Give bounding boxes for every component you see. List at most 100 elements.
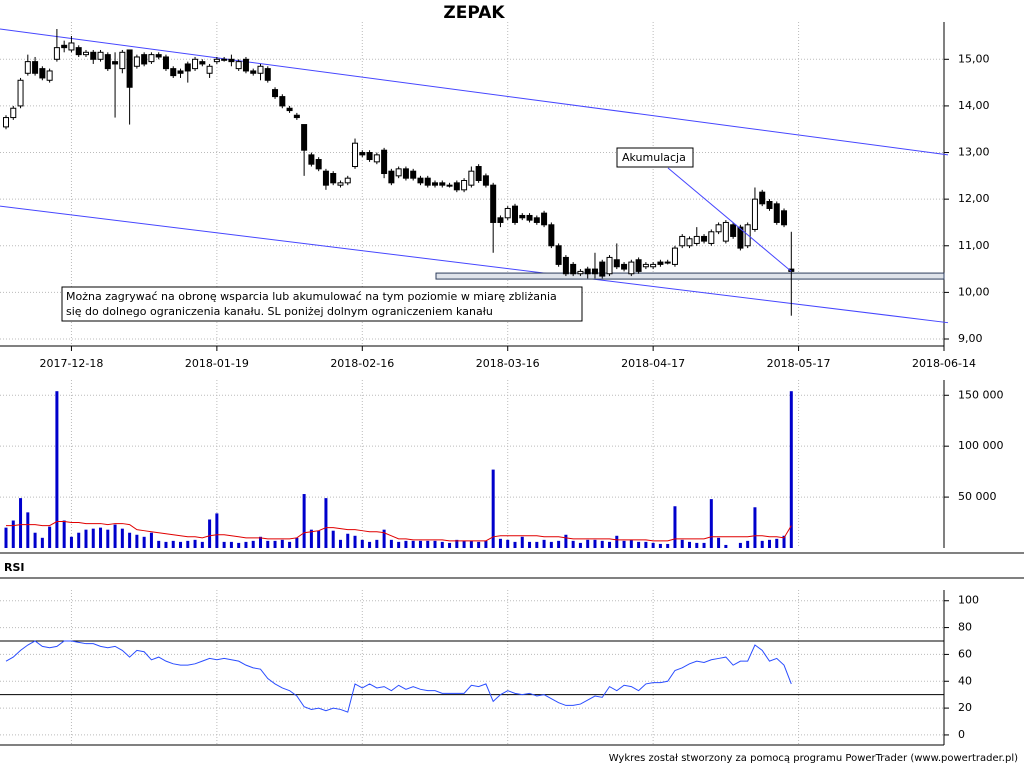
- volume-bar: [666, 543, 670, 548]
- x-tick-label: 2018-02-16: [330, 357, 394, 370]
- volume-bar: [389, 539, 393, 548]
- candle-body: [199, 61, 206, 65]
- volume-bar: [149, 532, 153, 548]
- candle-body: [206, 65, 213, 74]
- volume-bar: [382, 529, 386, 548]
- volume-bar: [142, 536, 146, 548]
- candle-body: [330, 173, 337, 184]
- candle-body: [286, 107, 293, 112]
- candle-body: [424, 177, 431, 186]
- volume-bar: [760, 540, 764, 548]
- volume-bar: [302, 494, 306, 548]
- volume-bar: [368, 541, 372, 548]
- candle-body: [657, 261, 664, 265]
- candle-body: [17, 79, 24, 107]
- candle-body: [591, 268, 598, 275]
- x-tick-label: 2018-05-17: [767, 357, 831, 370]
- volume-bar: [258, 536, 262, 548]
- candle-body: [32, 61, 39, 74]
- volume-bar: [658, 543, 662, 548]
- chart-title: ZEPAK: [443, 3, 505, 23]
- y-tick-label: 20: [958, 701, 972, 714]
- candle-body: [170, 68, 177, 77]
- y-tick-label: 14,00: [958, 99, 990, 112]
- volume-bar: [346, 533, 350, 548]
- y-tick-label: 13,00: [958, 146, 990, 159]
- candle-body: [337, 182, 344, 186]
- support-band: [435, 272, 945, 280]
- volume-bar: [586, 539, 590, 548]
- volume-bar: [106, 529, 110, 548]
- note-box: [61, 286, 583, 322]
- volume-bar: [688, 541, 692, 548]
- candle-body: [68, 42, 75, 51]
- candle-body: [46, 70, 53, 81]
- note-text: Można zagrywać na obronę wsparcia lub ak…: [66, 290, 557, 303]
- volume-bar: [578, 542, 582, 548]
- candle-body: [184, 63, 191, 72]
- volume-bar: [19, 498, 23, 548]
- candle-body: [141, 54, 148, 65]
- candle-body: [162, 56, 169, 70]
- candle-body: [461, 180, 468, 191]
- candle-body: [584, 268, 591, 275]
- annotation-label: Akumulacja: [622, 151, 686, 164]
- candle-body: [10, 107, 17, 119]
- volume-bar: [520, 536, 524, 548]
- candle-body: [759, 191, 766, 205]
- volume-bar: [411, 540, 415, 548]
- volume-bar: [477, 541, 481, 548]
- candle-body: [352, 142, 359, 168]
- candle-body: [213, 58, 220, 63]
- volume-bar: [229, 541, 233, 548]
- candle-body: [490, 184, 497, 223]
- candle-body: [250, 70, 257, 74]
- candle-body: [104, 54, 111, 70]
- candle-body: [344, 177, 351, 184]
- volume-bar: [571, 540, 575, 548]
- candle-body: [664, 261, 671, 264]
- y-tick-label: 150 000: [958, 388, 1004, 401]
- candle-body: [613, 259, 620, 268]
- candle-body: [446, 184, 453, 187]
- volume-bar: [77, 532, 81, 548]
- volume-bar: [186, 540, 190, 548]
- candle-body: [693, 235, 700, 244]
- candle-body: [148, 54, 155, 63]
- candle-body: [628, 261, 635, 275]
- candle-body: [366, 152, 373, 161]
- candle-body: [642, 263, 649, 268]
- volume-bar: [135, 534, 139, 548]
- volume-bar: [629, 539, 633, 548]
- candle-body: [242, 58, 249, 72]
- volume-bar: [789, 391, 793, 548]
- candle-body: [308, 154, 315, 165]
- candle-body: [39, 68, 46, 79]
- volume-bar: [11, 520, 15, 548]
- volume-bar: [237, 542, 241, 548]
- candle-body: [402, 168, 409, 179]
- y-tick-label: 60: [958, 647, 972, 660]
- volume-bar: [709, 499, 713, 548]
- volume-bar: [222, 541, 226, 548]
- volume-bar: [215, 513, 219, 548]
- volume-bar: [244, 541, 248, 548]
- annotation-box: [616, 147, 694, 168]
- candle-body: [61, 44, 68, 49]
- y-tick-label: 100 000: [958, 439, 1004, 452]
- channel-line: [0, 28, 949, 156]
- volume-bar: [99, 527, 103, 548]
- candle-body: [577, 270, 584, 275]
- channel-line: [0, 205, 949, 324]
- candle-body: [715, 224, 722, 233]
- volume-bar: [360, 539, 364, 548]
- volume-bar: [746, 540, 750, 548]
- candle-body: [24, 61, 31, 74]
- volume-bar: [193, 539, 197, 548]
- volume-bar: [120, 528, 124, 548]
- candle-body: [751, 198, 758, 230]
- candle-body: [410, 170, 417, 179]
- candle-body: [279, 96, 286, 107]
- volume-bar: [651, 542, 655, 548]
- volume-bar: [273, 540, 277, 548]
